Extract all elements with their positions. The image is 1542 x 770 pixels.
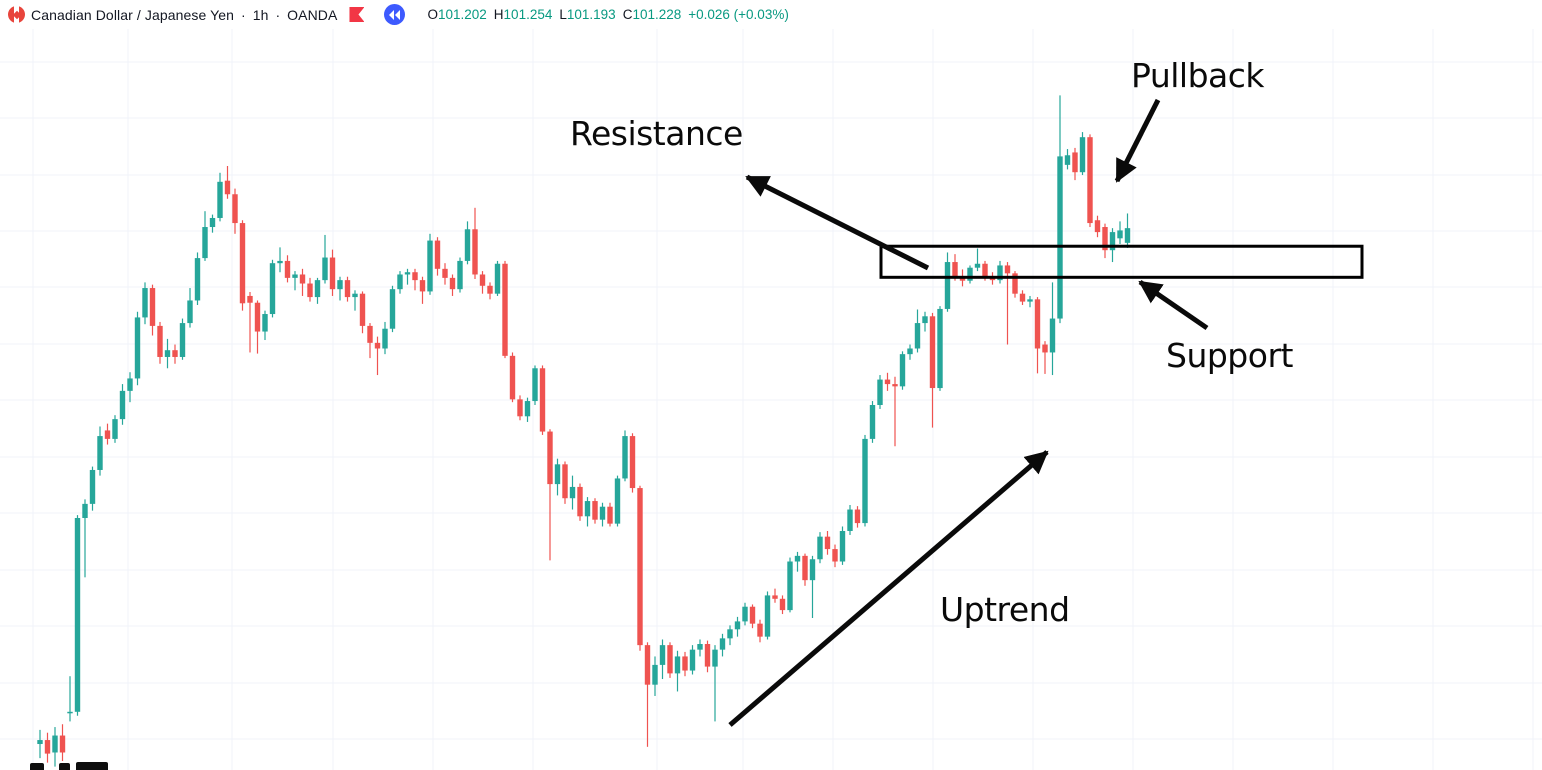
fast-rewind-glyph — [389, 9, 401, 20]
cropped-watermark-logo — [30, 763, 44, 770]
ohlc-legend: O101.202 H101.254 L101.193 C101.228 +0.0… — [427, 7, 788, 22]
high-value: 101.254 — [503, 7, 553, 22]
annotation-pullback[interactable]: Pullback — [1131, 56, 1265, 95]
cropped-watermark-logo — [76, 762, 108, 770]
low-value: 101.193 — [566, 7, 616, 22]
annotation-support[interactable]: Support — [1166, 336, 1293, 375]
close-value: 101.228 — [632, 7, 682, 22]
annotation-uptrend[interactable]: Uptrend — [940, 590, 1070, 629]
symbol-legend-bar: Canadian Dollar / Japanese Yen · 1h · OA… — [0, 0, 1542, 29]
annotation-resistance[interactable]: Resistance — [570, 114, 743, 153]
bar-replay-icon[interactable] — [384, 4, 406, 25]
interval-label[interactable]: 1h — [252, 6, 269, 23]
exchange-label[interactable]: OANDA — [287, 6, 338, 23]
low-label: L — [559, 7, 567, 22]
open-label: O — [427, 7, 438, 22]
symbol-title[interactable]: Canadian Dollar / Japanese Yen — [31, 6, 235, 23]
high-label: H — [493, 7, 504, 22]
separator-dot: · — [241, 6, 246, 23]
close-label: C — [622, 7, 633, 22]
red-flag-logo-icon — [349, 7, 365, 22]
cropped-watermark-logo — [59, 763, 70, 770]
separator-dot: · — [275, 6, 281, 23]
change-value: +0.026 (+0.03%) — [688, 7, 789, 22]
canada-flag-icon — [8, 6, 25, 23]
open-value: 101.202 — [437, 7, 487, 22]
